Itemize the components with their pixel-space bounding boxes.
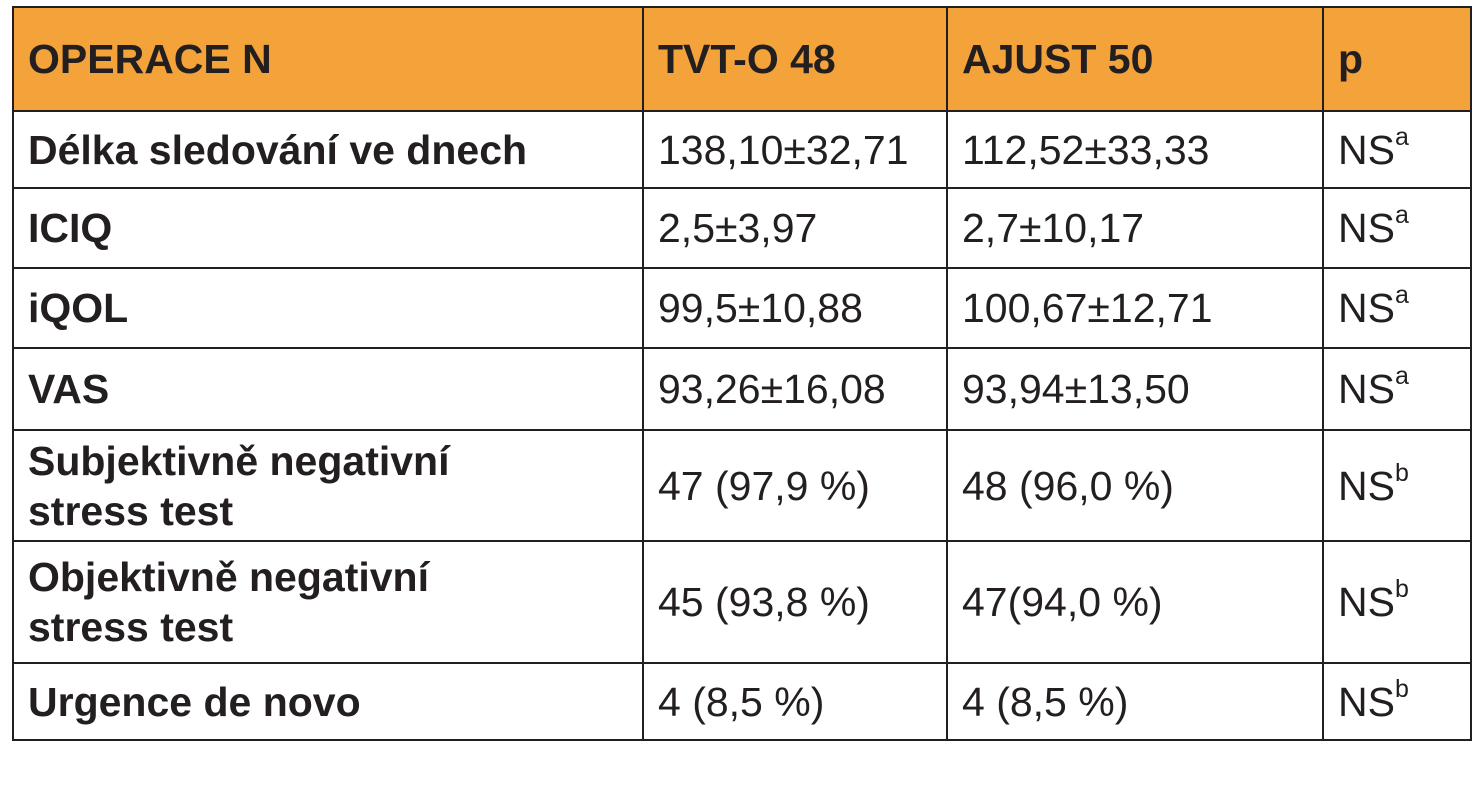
- tvto-value: 2,5±3,97: [642, 187, 948, 269]
- row-label-line: stress test: [28, 604, 234, 650]
- footnote-marker: b: [1394, 674, 1409, 703]
- p-text: NS: [1338, 126, 1395, 173]
- ajust-value: 112,52±33,33: [946, 110, 1324, 189]
- row-label-line: stress test: [28, 487, 234, 534]
- header-tvto: TVT-O 48: [642, 6, 948, 112]
- p-value: NSa: [1322, 187, 1472, 269]
- tvto-value: 93,26±16,08: [642, 347, 948, 431]
- row-label: Délka sledování ve dnech: [12, 110, 644, 189]
- header-row: OPERACE N TVT-O 48 AJUST 50 p: [12, 6, 1472, 112]
- ajust-value: 2,7±10,17: [946, 187, 1324, 269]
- row-label: Objektivně negativní stress test: [12, 540, 644, 664]
- row-label-line: Objektivně negativní: [28, 554, 429, 600]
- header-p: p: [1322, 6, 1472, 112]
- row-label: ICIQ: [12, 187, 644, 269]
- ajust-value: 48 (96,0 %): [946, 429, 1324, 542]
- tvto-value: 45 (93,8 %): [642, 540, 948, 664]
- p-value: NSa: [1322, 267, 1472, 349]
- row-label: iQOL: [12, 267, 644, 349]
- p-value: NSb: [1322, 540, 1472, 664]
- footnote-marker: b: [1394, 458, 1409, 487]
- row-label: Urgence de novo: [12, 662, 644, 741]
- p-value: NSb: [1322, 429, 1472, 542]
- p-text: NS: [1338, 462, 1395, 509]
- footnote-marker: a: [1394, 122, 1409, 151]
- footnote-marker: b: [1394, 575, 1409, 604]
- tvto-value: 4 (8,5 %): [642, 662, 948, 741]
- tvto-value: 99,5±10,88: [642, 267, 948, 349]
- row-label: Subjektivně negativní stress test: [12, 429, 644, 542]
- table-row: VAS 93,26±16,08 93,94±13,50 NSa: [12, 347, 1472, 431]
- p-text: NS: [1338, 579, 1395, 625]
- p-text: NS: [1338, 205, 1395, 251]
- p-value: NSb: [1322, 662, 1472, 741]
- p-text: NS: [1338, 678, 1395, 725]
- p-value: NSa: [1322, 347, 1472, 431]
- table-row: Délka sledování ve dnech 138,10±32,71 11…: [12, 110, 1472, 189]
- footnote-marker: a: [1394, 281, 1409, 310]
- row-label: VAS: [12, 347, 644, 431]
- row-label-line: Subjektivně negativní: [28, 437, 450, 484]
- results-table: OPERACE N TVT-O 48 AJUST 50 p Délka sled…: [12, 6, 1472, 741]
- footnote-marker: a: [1394, 201, 1409, 230]
- header-ajust: AJUST 50: [946, 6, 1324, 112]
- p-text: NS: [1338, 366, 1395, 412]
- table-row: iQOL 99,5±10,88 100,67±12,71 NSa: [12, 267, 1472, 349]
- footnote-marker: a: [1394, 362, 1409, 391]
- p-text: NS: [1338, 285, 1395, 331]
- table-row: Urgence de novo 4 (8,5 %) 4 (8,5 %) NSb: [12, 662, 1472, 741]
- table-row: Objektivně negativní stress test 45 (93,8…: [12, 540, 1472, 664]
- ajust-value: 4 (8,5 %): [946, 662, 1324, 741]
- tvto-value: 47 (97,9 %): [642, 429, 948, 542]
- tvto-value: 138,10±32,71: [642, 110, 948, 189]
- ajust-value: 47(94,0 %): [946, 540, 1324, 664]
- ajust-value: 93,94±13,50: [946, 347, 1324, 431]
- ajust-value: 100,67±12,71: [946, 267, 1324, 349]
- p-value: NSa: [1322, 110, 1472, 189]
- table-row: Subjektivně negativní stress test 47 (97,…: [12, 429, 1472, 542]
- table-row: ICIQ 2,5±3,97 2,7±10,17 NSa: [12, 187, 1472, 269]
- header-operace: OPERACE N: [12, 6, 644, 112]
